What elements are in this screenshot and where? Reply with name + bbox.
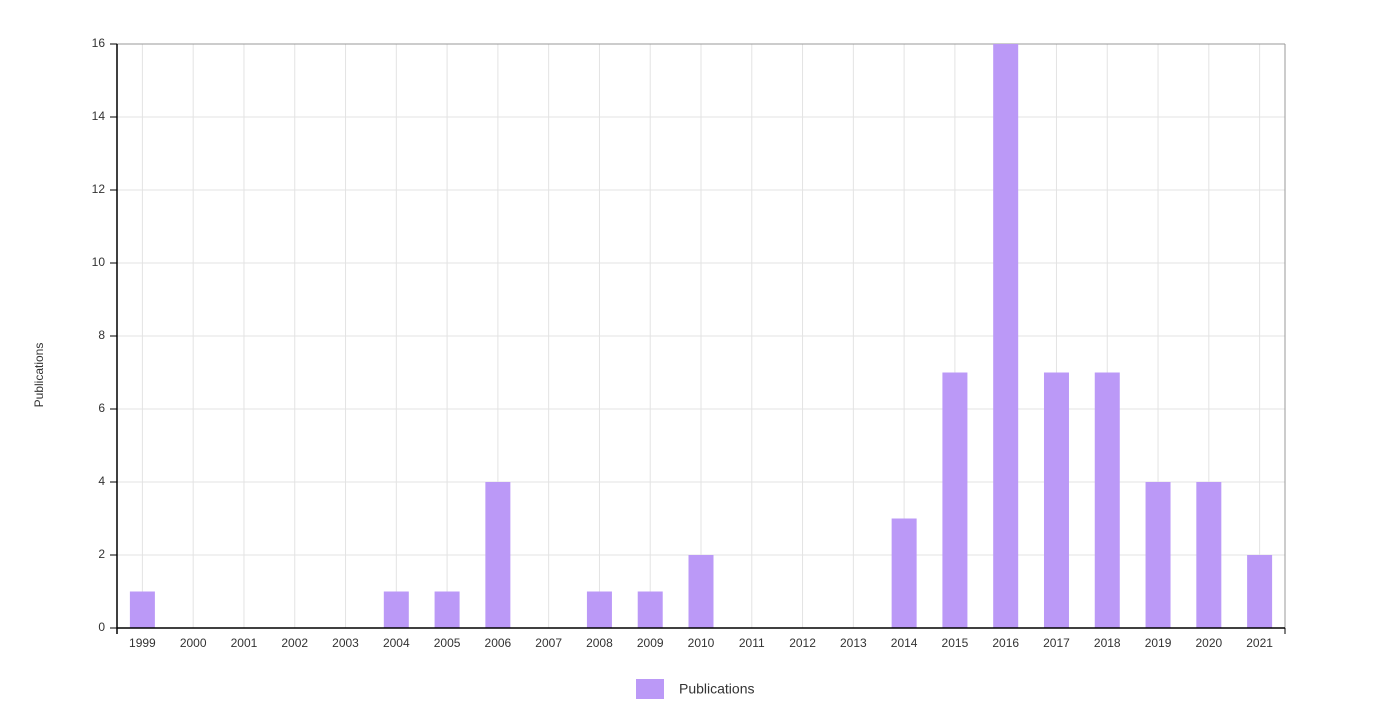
legend-swatch bbox=[636, 679, 664, 699]
x-tick-label: 2007 bbox=[535, 636, 562, 650]
y-tick-label: 8 bbox=[98, 328, 105, 342]
bar bbox=[586, 591, 612, 628]
x-tick-label: 2012 bbox=[789, 636, 816, 650]
bar bbox=[129, 591, 155, 628]
x-tick-label: 2017 bbox=[1043, 636, 1070, 650]
x-tick-label: 2009 bbox=[637, 636, 664, 650]
x-tick-label: 2019 bbox=[1145, 636, 1172, 650]
bar bbox=[1043, 372, 1069, 628]
x-tick-label: 2004 bbox=[383, 636, 410, 650]
x-tick-label: 2015 bbox=[942, 636, 969, 650]
x-tick-label: 2016 bbox=[992, 636, 1019, 650]
x-tick-label: 2013 bbox=[840, 636, 867, 650]
bar bbox=[434, 591, 460, 628]
bar bbox=[637, 591, 663, 628]
y-tick-label: 16 bbox=[92, 36, 106, 50]
x-tick-label: 2003 bbox=[332, 636, 359, 650]
bar bbox=[942, 372, 968, 628]
x-tick-label: 2010 bbox=[688, 636, 715, 650]
bar bbox=[688, 555, 714, 628]
bar bbox=[383, 591, 409, 628]
x-tick-label: 2018 bbox=[1094, 636, 1121, 650]
x-tick-label: 2020 bbox=[1195, 636, 1222, 650]
x-tick-label: 2011 bbox=[739, 636, 765, 650]
x-tick-label: 2014 bbox=[891, 636, 918, 650]
bar bbox=[891, 518, 917, 628]
y-axis-label: Publications bbox=[32, 343, 46, 408]
x-tick-label: 2000 bbox=[180, 636, 207, 650]
x-tick-label: 1999 bbox=[129, 636, 156, 650]
y-tick-label: 2 bbox=[98, 547, 105, 561]
x-tick-label: 2008 bbox=[586, 636, 613, 650]
y-tick-label: 4 bbox=[98, 474, 105, 488]
y-tick-label: 10 bbox=[92, 255, 106, 269]
y-tick-label: 6 bbox=[98, 401, 105, 415]
x-tick-label: 2001 bbox=[231, 636, 258, 650]
x-tick-label: 2006 bbox=[485, 636, 512, 650]
x-tick-label: 2021 bbox=[1246, 636, 1273, 650]
bar bbox=[485, 482, 511, 628]
legend-label: Publications bbox=[679, 681, 755, 697]
bar bbox=[1196, 482, 1222, 628]
x-tick-label: 2002 bbox=[281, 636, 308, 650]
bar bbox=[993, 44, 1019, 628]
y-tick-label: 14 bbox=[92, 109, 106, 123]
y-tick-label: 12 bbox=[92, 182, 106, 196]
x-tick-label: 2005 bbox=[434, 636, 461, 650]
y-tick-label: 0 bbox=[98, 620, 105, 634]
bar bbox=[1145, 482, 1171, 628]
bar bbox=[1094, 372, 1120, 628]
bar bbox=[1247, 555, 1273, 628]
